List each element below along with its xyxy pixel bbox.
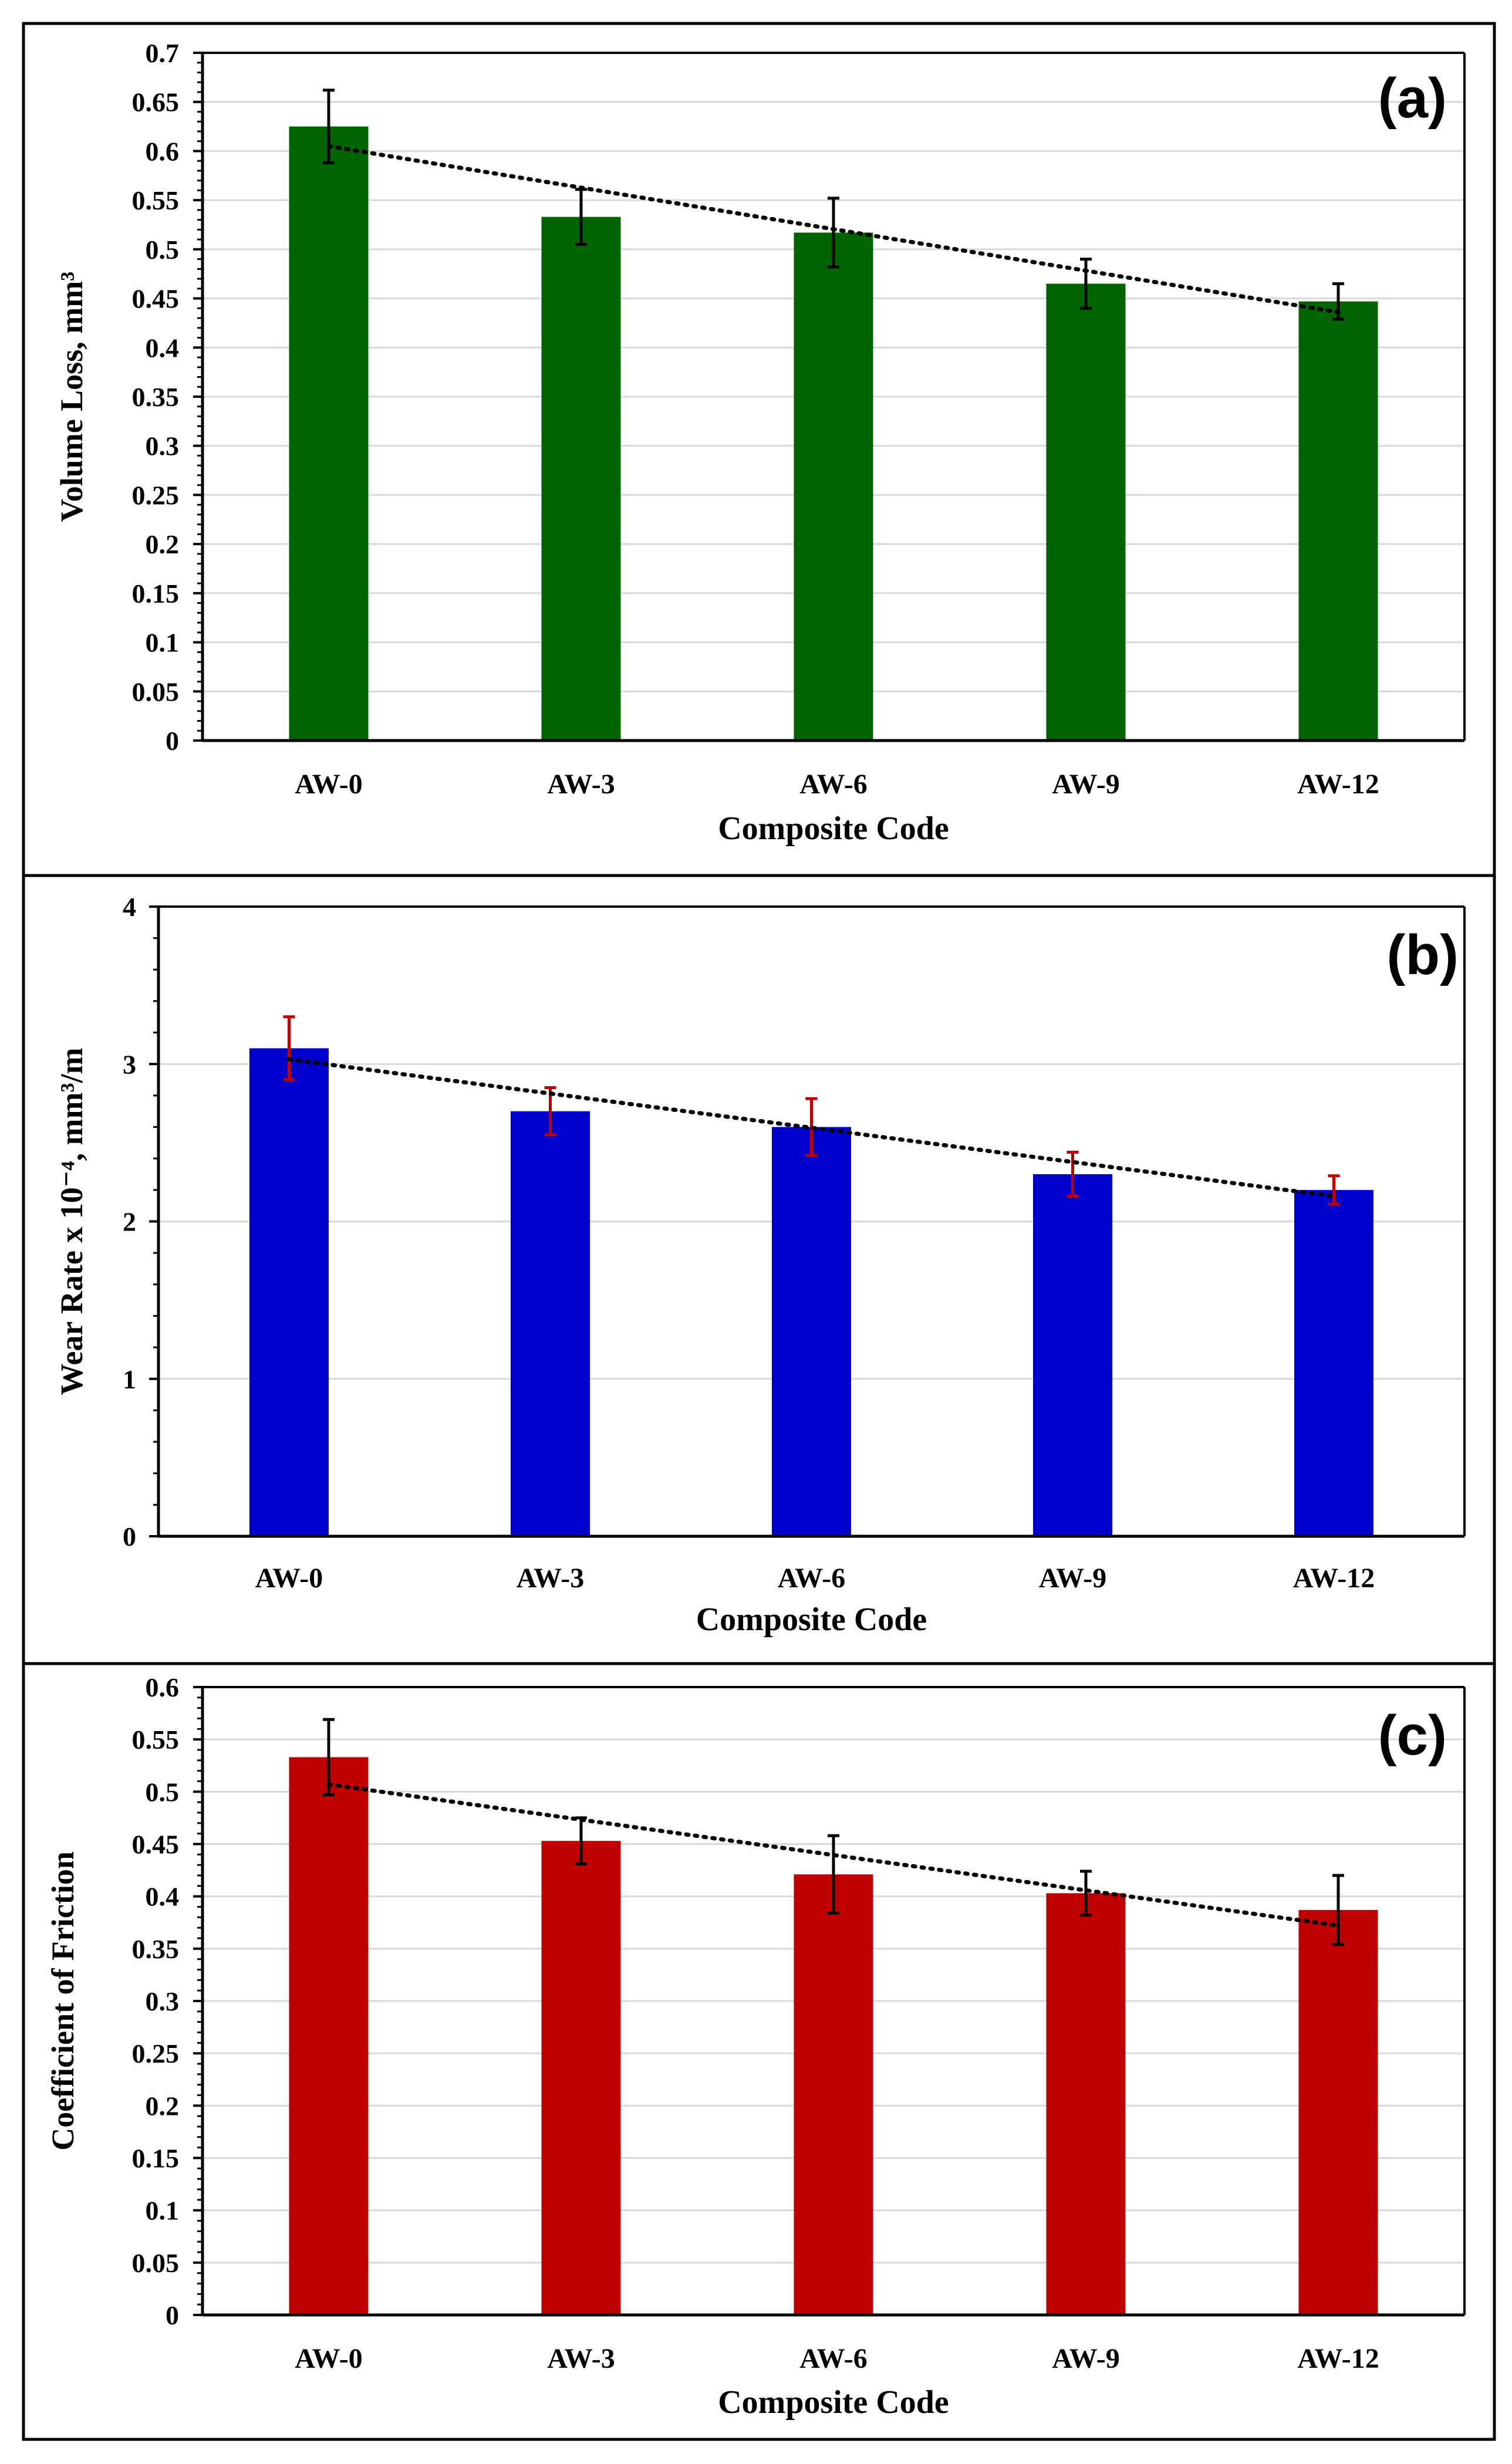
y-tick-label: 1 [123, 1364, 136, 1394]
x-axis-title: Composite Code [718, 810, 949, 847]
x-tick-label: AW-6 [799, 2343, 868, 2374]
error-bar-aw-0 [323, 89, 335, 165]
panel-label: (b) [1386, 924, 1459, 986]
bar-aw-0 [289, 126, 369, 741]
trendline [326, 144, 1341, 315]
error-bar-aw-9 [1080, 258, 1092, 310]
y-tick-label: 0 [166, 2300, 179, 2330]
x-axis-title: Composite Code [696, 1601, 927, 1638]
bar-aw-9 [1033, 1174, 1112, 1536]
y-tick-label: 0.15 [132, 2144, 180, 2174]
bar-aw-0 [249, 1048, 329, 1536]
chart-panel: 0 1 2 3 4 AW-0 AW-3 AW-6 AW-9 AW-12 Composite Code… [22, 874, 1496, 1665]
y-tick-label: 0.4 [146, 1882, 180, 1912]
x-tick-label: AW-12 [1297, 2343, 1379, 2374]
y-tick-label: 0.55 [132, 1725, 180, 1755]
error-bar-aw-12 [1332, 1874, 1344, 1946]
y-tick-label: 0.3 [146, 1986, 180, 2016]
y-axis-title: Volume Loss, mm³ [54, 272, 89, 522]
bar-aw-6 [794, 1874, 873, 2315]
bar-aw-9 [1046, 283, 1126, 741]
x-tick-label: AW-0 [295, 769, 363, 800]
bar-aw-6 [794, 232, 873, 741]
y-tick-label: 0.35 [132, 382, 180, 412]
x-tick-label: AW-9 [1039, 1563, 1107, 1594]
y-axis-title: Wear Rate x 10⁻⁴, mm³/m [54, 1047, 89, 1395]
panel-label: (c) [1378, 1704, 1447, 1767]
y-tick-label: 0.3 [146, 431, 180, 461]
y-tick-label: 0.55 [132, 185, 180, 215]
bar-aw-12 [1298, 301, 1378, 741]
x-tick-label: AW-6 [799, 769, 868, 800]
error-bar-aw-9 [1066, 1150, 1079, 1198]
y-tick-label: 0 [123, 1522, 136, 1552]
error-bar-aw-0 [283, 1015, 295, 1081]
bar-aw-12 [1294, 1189, 1373, 1536]
bar-aw-6 [772, 1127, 851, 1536]
x-tick-label: AW-12 [1293, 1563, 1375, 1594]
y-tick-label: 0.35 [132, 1934, 180, 1964]
x-tick-label: AW-3 [517, 1563, 585, 1594]
bar-aw-0 [289, 1757, 369, 2315]
x-tick-label: AW-0 [255, 1563, 323, 1594]
y-tick-label: 2 [123, 1207, 136, 1237]
error-bar-aw-0 [323, 1718, 335, 1797]
panel-border [22, 1662, 1496, 2441]
y-tick-label: 0.1 [146, 2196, 180, 2226]
chart-panel: 0 0.05 0.1 0.15 0.2 0.25 0.3 0.35 0.4 0.45 0.5 0.55… [22, 1662, 1496, 2441]
x-tick-label: AW-9 [1052, 2343, 1120, 2374]
y-tick-label: 0.7 [146, 38, 180, 68]
y-tick-label: 0.25 [132, 2039, 180, 2068]
x-tick-label: AW-3 [547, 2343, 615, 2374]
y-tick-label: 0.15 [132, 579, 180, 609]
panel-border [22, 874, 1496, 1665]
y-axis-title: Coefficient of Friction [45, 1851, 80, 2151]
x-tick-label: AW-0 [295, 2343, 363, 2374]
bar-aw-12 [1298, 1909, 1378, 2315]
y-tick-label: 0 [166, 726, 179, 756]
y-tick-label: 3 [123, 1049, 136, 1079]
y-tick-label: 0.45 [132, 284, 180, 314]
y-tick-label: 0.5 [146, 235, 180, 265]
bar-aw-3 [541, 1841, 621, 2315]
y-tick-label: 0.05 [132, 2248, 180, 2278]
error-bar-aw-12 [1328, 1174, 1340, 1206]
bar-aw-3 [511, 1111, 590, 1536]
error-bar-aw-6 [828, 1834, 839, 1915]
y-tick-label: 0.5 [146, 1777, 180, 1807]
y-tick-label: 0.1 [146, 628, 180, 658]
y-tick-label: 0.25 [132, 480, 180, 510]
y-tick-label: 4 [123, 892, 136, 922]
y-tick-label: 0.05 [132, 677, 180, 707]
panel-label: (a) [1378, 67, 1447, 130]
x-tick-label: AW-3 [547, 769, 615, 800]
y-tick-label: 0.6 [146, 1672, 180, 1702]
error-bar-aw-6 [828, 197, 839, 269]
y-tick-label: 0.2 [146, 2091, 180, 2121]
x-tick-label: AW-6 [778, 1563, 846, 1594]
x-axis-title: Composite Code [718, 2384, 949, 2421]
chart-panel: 0 0.05 0.1 0.15 0.2 0.25 0.3 0.35 0.4 0.45 0.5 0.55… [22, 22, 1496, 877]
bar-aw-9 [1046, 1893, 1126, 2315]
trendline [326, 1782, 1341, 1928]
y-tick-label: 0.45 [132, 1830, 180, 1860]
y-tick-label: 0.6 [146, 136, 180, 166]
trendline [287, 1057, 1336, 1199]
y-tick-label: 0.2 [146, 529, 180, 559]
x-tick-label: AW-12 [1297, 769, 1379, 800]
y-tick-label: 0.4 [146, 333, 180, 363]
error-bar-aw-9 [1080, 1870, 1092, 1917]
y-tick-label: 0.65 [132, 87, 180, 117]
x-tick-label: AW-9 [1052, 769, 1120, 800]
bar-aw-3 [541, 217, 621, 741]
